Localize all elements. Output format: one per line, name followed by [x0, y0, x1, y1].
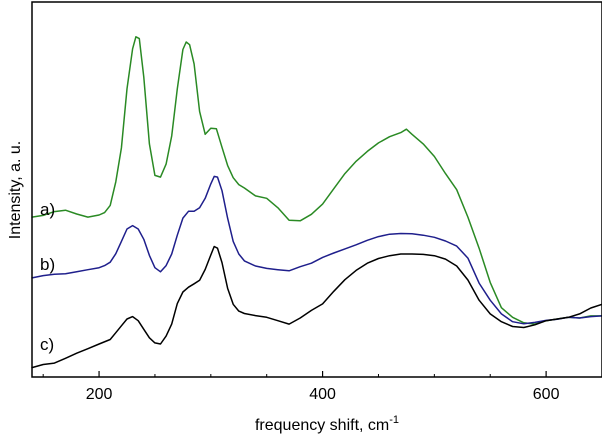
y-axis-label: Intensity, a. u. [7, 141, 24, 239]
x-axis-label: frequency shift, cm-1 [255, 414, 399, 434]
series-label-c: c) [40, 335, 54, 354]
labels-layer: 200 400 600 a) b) c) frequency shift, cm-1 Inte… [7, 141, 560, 434]
series-line-c [31, 245, 602, 369]
series-label-b: b) [40, 255, 55, 274]
series-line-a [31, 36, 602, 325]
x-tick-label: 600 [533, 386, 560, 403]
series-line-b [31, 175, 602, 325]
series-label-a: a) [40, 200, 55, 219]
x-tick-label: 200 [86, 386, 113, 403]
x-tick-label: 400 [309, 386, 336, 403]
plot-frame [31, 1, 602, 378]
axes-layer [31, 1, 602, 378]
series-layer [31, 36, 602, 369]
